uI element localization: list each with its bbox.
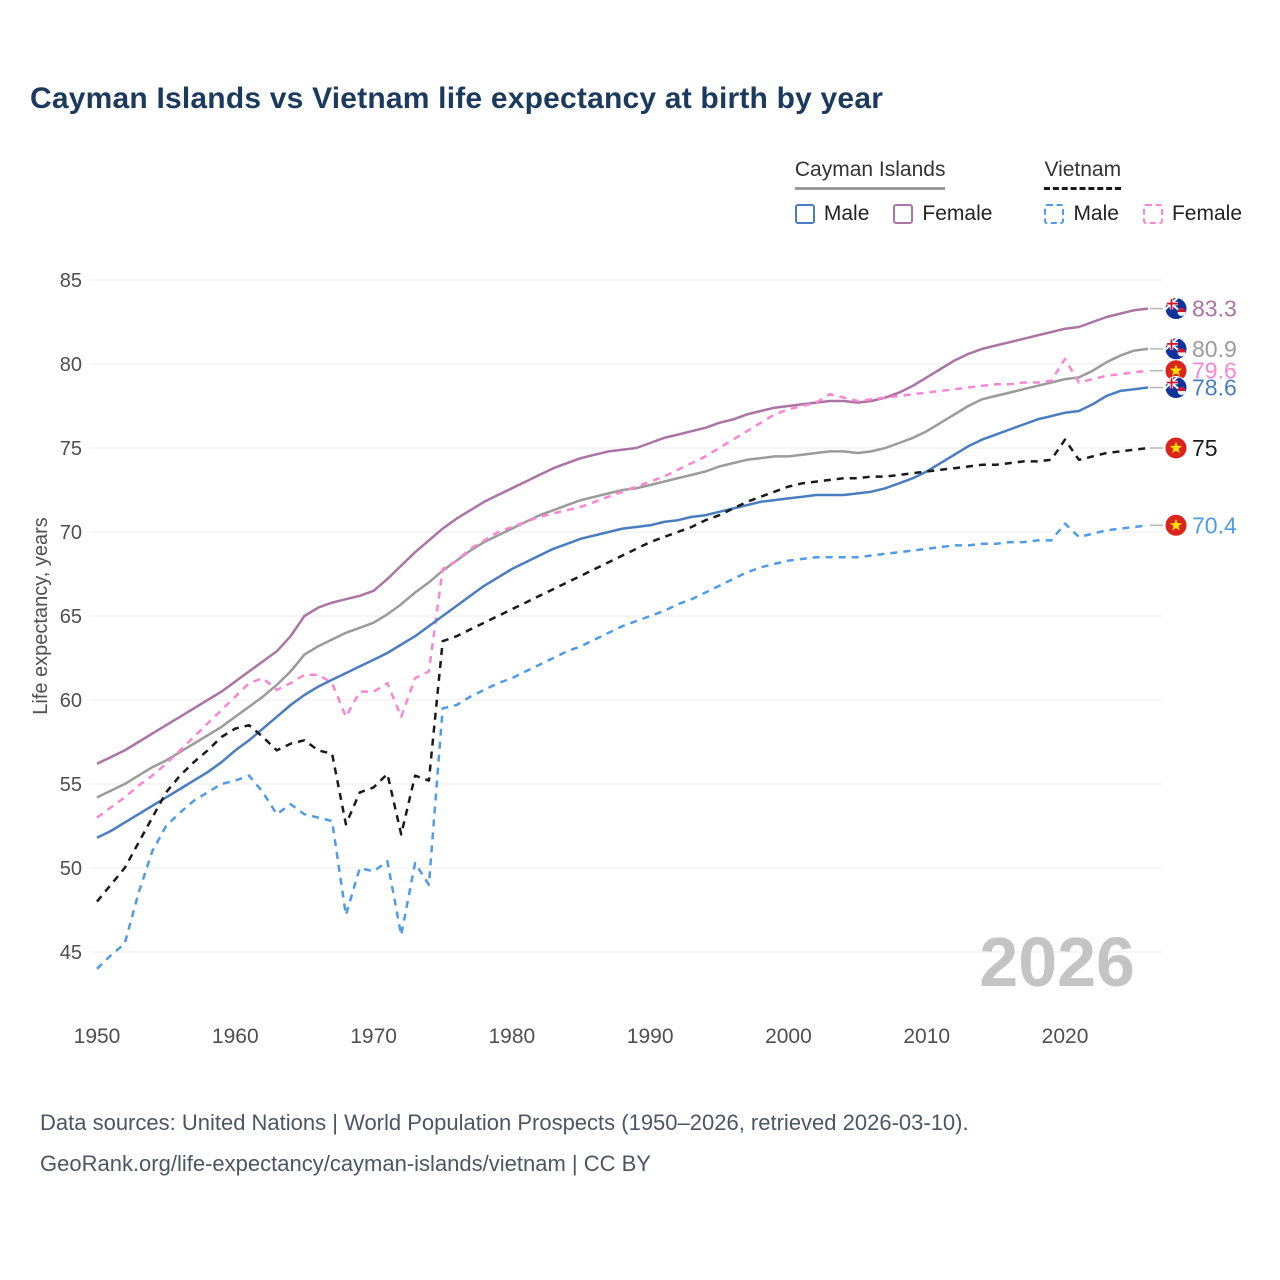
end-value-label-vietnam-male: 70.4 (1192, 512, 1237, 538)
legend-swatch-icon (794, 204, 815, 224)
legend-item-label: Female (922, 202, 993, 225)
legend-group-title-vietnam: Vietnam (1044, 158, 1122, 190)
y-tick-label: 55 (60, 774, 82, 796)
legend-swatch-icon (1044, 204, 1065, 224)
legend-item-label: Female (1171, 202, 1242, 225)
legend-items-vietnam: Male Female (1044, 202, 1242, 226)
legend-group-vietnam: Vietnam Male Female (1044, 158, 1242, 226)
y-tick-label: 70 (60, 522, 82, 544)
end-value-label-cayman-islands-female: 83.3 (1192, 296, 1237, 322)
flag-ring (1164, 376, 1188, 400)
y-tick-label: 45 (60, 942, 82, 964)
series-line-cayman-islands-female (96, 307, 1149, 765)
legend-item-label: Male (823, 202, 870, 225)
legend-group-cayman-islands: Cayman Islands Male Female (794, 158, 992, 226)
end-value-label-vietnam-both-sexes: 75 (1192, 435, 1218, 461)
page-title: Cayman Islands vs Vietnam life expectanc… (30, 82, 884, 115)
x-tick-label: 2000 (765, 1025, 812, 1048)
series-line-vietnam-male (96, 522, 1149, 970)
legend-swatch-icon (1142, 204, 1163, 224)
star-icon (1169, 441, 1183, 454)
x-tick-label: 1980 (489, 1025, 536, 1048)
cayman-islands-flag-icon (1165, 337, 1187, 360)
vietnam-flag-icon (1164, 513, 1188, 537)
x-tick-label: 1950 (74, 1025, 121, 1048)
footer-data-sources: Data sources: United Nations | World Pop… (40, 1110, 969, 1135)
legend-items-cayman-islands: Male Female (794, 202, 992, 226)
star-icon (1169, 364, 1183, 376)
x-tick-label: 2020 (1042, 1025, 1089, 1048)
y-tick-label: 80 (60, 354, 82, 376)
end-value-label-cayman-islands-both-sexes: 80.9 (1192, 336, 1237, 362)
x-tick-label: 1970 (350, 1025, 397, 1048)
y-tick-label: 60 (60, 690, 82, 712)
series-line-vietnam-both-sexes (96, 438, 1149, 903)
legend-swatch-icon (893, 204, 914, 224)
series-line-cayman-islands-both-sexes (96, 347, 1149, 799)
x-tick-label: 1960 (212, 1025, 259, 1048)
line-chart: 45 50 55 60 65 70 75 80 85 1950 1960 1970 1980 1990 20… (30, 270, 1237, 1048)
cayman-islands-flag-icon (1165, 297, 1187, 320)
cayman-islands-flag-icon (1165, 376, 1187, 399)
end-value-label-cayman-islands-male: 78.6 (1192, 375, 1237, 401)
footer: Data sources: United Nations | World Pop… (40, 1102, 969, 1184)
legend-item-vietnam-female[interactable]: Female (1142, 202, 1242, 226)
vietnam-flag-icon (1164, 436, 1188, 460)
watermark-year: 2026 (979, 923, 1135, 1001)
x-tick-label: 2010 (903, 1025, 950, 1048)
series-line-vietnam-female (96, 357, 1149, 819)
legend-item-vietnam-male[interactable]: Male (1044, 202, 1119, 226)
end-value-label-vietnam-female: 79.6 (1192, 358, 1237, 384)
legend-item-cayman-islands-male[interactable]: Male (794, 202, 870, 226)
legend-group-title-cayman-islands: Cayman Islands (794, 158, 946, 190)
legend: Cayman Islands Male Female Vietnam Male Femal… (794, 158, 1242, 226)
y-axis-label: Life expectancy, years (30, 517, 52, 715)
y-tick-label: 50 (60, 858, 82, 880)
y-tick-label: 85 (60, 270, 82, 292)
star-icon (1169, 518, 1183, 531)
y-tick-label: 65 (60, 606, 82, 628)
legend-item-label: Male (1073, 202, 1119, 225)
y-tick-label: 75 (60, 438, 82, 460)
footer-attribution: GeoRank.org/life-expectancy/cayman-islan… (40, 1151, 651, 1176)
series-line-cayman-islands-male (96, 386, 1149, 839)
legend-item-cayman-islands-female[interactable]: Female (893, 202, 992, 226)
x-tick-label: 1990 (627, 1025, 674, 1048)
flag-ring (1164, 297, 1188, 321)
